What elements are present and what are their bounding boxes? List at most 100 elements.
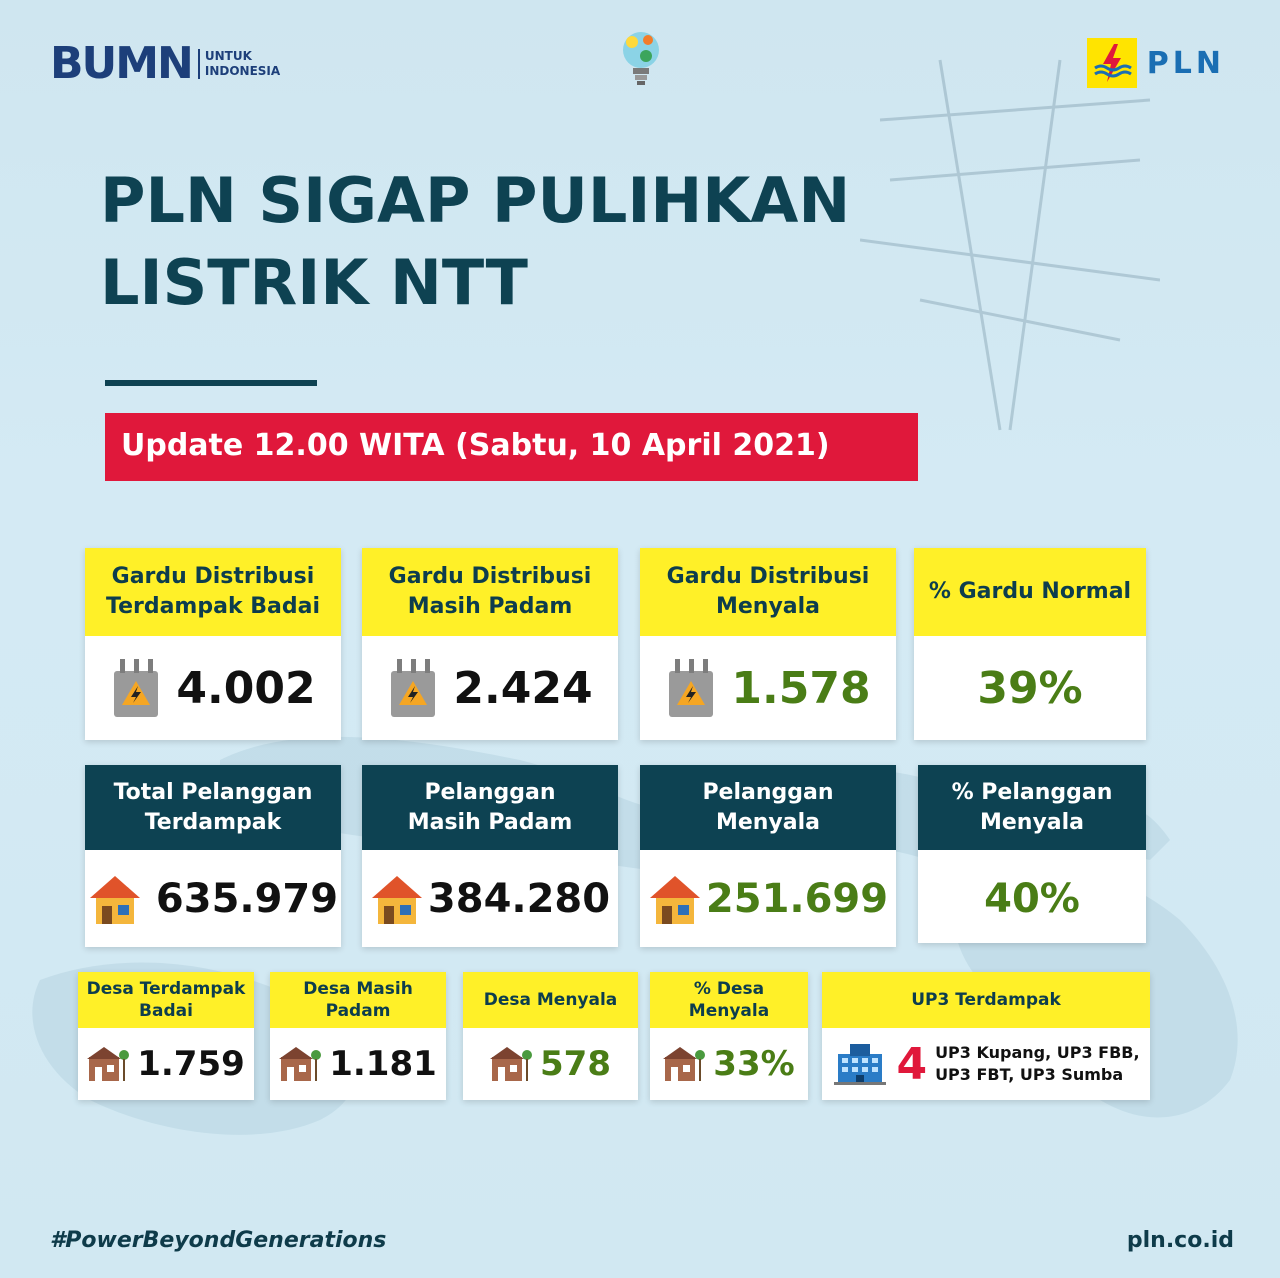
card-body: 4 UP3 Kupang, UP3 FBB, UP3 FBT, UP3 Sumb… <box>822 1028 1150 1100</box>
update-banner: Update 12.00 WITA (Sabtu, 10 April 2021) <box>105 413 918 481</box>
card-body: 4.002 <box>85 636 341 740</box>
card-label-line2: Masih Padam <box>407 809 573 835</box>
card-pelanggan-terdampak: Total Pelanggan Terdampak 635.979 <box>85 765 341 947</box>
card-value: 1.759 <box>137 1044 245 1084</box>
card-label-line1: Gardu Distribusi <box>666 564 870 589</box>
transformer-icon <box>114 659 159 717</box>
page-title: PLN SIGAP PULIHKAN LISTRIK NTT <box>100 160 850 324</box>
village-icon <box>490 1047 532 1081</box>
card-label-line1: UP3 Terdampak <box>911 990 1061 1010</box>
card-body: 2.424 <box>362 636 618 740</box>
title-line-2: LISTRIK NTT <box>100 246 528 319</box>
card-gardu-terdampak: Gardu Distribusi Terdampak Badai 4.002 <box>85 548 341 740</box>
lightbulb-icon <box>623 32 659 85</box>
up3-list: UP3 Kupang, UP3 FBB, UP3 FBT, UP3 Sumba <box>935 1042 1140 1086</box>
card-gardu-normal-percent: % Gardu Normal 39% <box>914 548 1146 740</box>
card-header: Desa Terdampak Badai <box>78 972 254 1028</box>
card-value: 4.002 <box>176 662 316 714</box>
card-label-line2: Masih Padam <box>407 594 573 619</box>
card-pelanggan-padam: Pelanggan Masih Padam 384.280 <box>362 765 618 947</box>
card-value: 33% <box>713 1044 795 1084</box>
card-header: % Gardu Normal <box>914 548 1146 636</box>
card-label-line1: Total Pelanggan <box>113 779 313 805</box>
card-label-line1: Desa Terdampak <box>86 979 246 999</box>
card-value: 635.979 <box>155 875 339 922</box>
title-underline <box>105 380 317 386</box>
card-label-line2: Menyala <box>688 1001 770 1021</box>
bumn-sub-line1: UNTUK <box>204 48 252 63</box>
card-value: 578 <box>540 1044 611 1084</box>
pln-logo: PLN <box>1086 38 1225 88</box>
card-pelanggan-menyala: Pelanggan Menyala 251.699 <box>640 765 896 947</box>
bumn-logo: BUMN UNTUK INDONESIA <box>50 38 280 89</box>
transformer-icon <box>391 659 436 717</box>
card-body: 635.979 <box>85 850 341 947</box>
card-header: UP3 Terdampak <box>822 972 1150 1028</box>
card-value: 1.181 <box>329 1044 437 1084</box>
card-body: 1.759 <box>78 1028 254 1100</box>
card-label-line1: Desa Menyala <box>483 990 618 1010</box>
card-desa-padam: Desa Masih Padam 1.181 <box>270 972 446 1100</box>
card-label-line2: Badai <box>139 1001 193 1021</box>
card-body: 578 <box>463 1028 638 1100</box>
card-desa-terdampak: Desa Terdampak Badai 1.759 <box>78 972 254 1100</box>
card-value: 2.424 <box>453 662 593 714</box>
up3-count: 4 <box>896 1038 928 1090</box>
up3-list-line2: UP3 FBT, UP3 Sumba <box>935 1065 1124 1084</box>
bumn-logo-mark: BUMN <box>50 38 194 89</box>
house-icon <box>371 875 422 924</box>
card-label-line1: Desa Masih <box>303 979 413 999</box>
card-body: 1.578 <box>640 636 896 740</box>
card-label-line1: % Pelanggan <box>951 779 1113 805</box>
card-gardu-menyala: Gardu Distribusi Menyala 1.578 <box>640 548 896 740</box>
village-icon <box>87 1047 130 1081</box>
card-header: Pelanggan Menyala <box>640 765 896 850</box>
card-body: 39% <box>914 636 1146 740</box>
house-icon <box>649 875 700 924</box>
title-line-1: PLN SIGAP PULIHKAN <box>100 164 851 237</box>
card-desa-menyala: Desa Menyala 578 <box>463 972 638 1100</box>
card-label-line2: Menyala <box>715 594 821 619</box>
card-label-line2: Menyala <box>715 809 821 835</box>
card-label-line1: Gardu Distribusi <box>388 564 592 589</box>
card-body: 40% <box>918 850 1146 943</box>
card-label-line1: % Desa <box>693 979 765 999</box>
card-value: 39% <box>977 662 1083 714</box>
bumn-sub-line2: INDONESIA <box>204 63 281 78</box>
village-icon <box>279 1047 322 1081</box>
card-label-line1: Gardu Distribusi <box>111 564 315 589</box>
transformer-icon <box>669 659 714 717</box>
card-header: Pelanggan Masih Padam <box>362 765 618 850</box>
card-label-line1: % Gardu Normal <box>928 579 1132 604</box>
card-label-line2: Terdampak Badai <box>105 594 320 619</box>
card-label-line2: Menyala <box>979 809 1085 835</box>
card-up3-terdampak: UP3 Terdampak 4 UP3 Kupang, UP3 FBB, UP3… <box>822 972 1150 1100</box>
card-header: % Desa Menyala <box>650 972 808 1028</box>
card-value: 1.578 <box>731 662 871 714</box>
office-building-icon <box>834 1044 887 1085</box>
house-icon <box>89 875 140 924</box>
pln-logo-text: PLN <box>1146 45 1225 81</box>
pln-logo-mark <box>1086 38 1137 88</box>
card-header: Gardu Distribusi Menyala <box>640 548 896 636</box>
website-url: pln.co.id <box>1126 1228 1234 1253</box>
card-label-line1: Pelanggan <box>424 779 556 805</box>
power-tower-background <box>860 59 1160 431</box>
card-label-line2: Terdampak <box>144 809 282 835</box>
card-label-line1: Pelanggan <box>702 779 834 805</box>
card-label-line2: Padam <box>325 1001 391 1021</box>
card-body: 1.181 <box>270 1028 446 1100</box>
card-value: 384.280 <box>427 875 611 922</box>
card-body: 251.699 <box>640 850 896 947</box>
card-header: Gardu Distribusi Masih Padam <box>362 548 618 636</box>
bumn-logo-subtitle: UNTUK INDONESIA <box>197 48 281 79</box>
card-header: Desa Masih Padam <box>270 972 446 1028</box>
card-value: 40% <box>984 875 1080 922</box>
hashtag: #PowerBeyondGenerations <box>50 1228 387 1253</box>
up3-list-line1: UP3 Kupang, UP3 FBB, <box>935 1043 1140 1062</box>
card-body: 384.280 <box>362 850 618 947</box>
card-header: % Pelanggan Menyala <box>918 765 1146 850</box>
card-desa-menyala-percent: % Desa Menyala 33% <box>650 972 808 1100</box>
card-pelanggan-menyala-percent: % Pelanggan Menyala 40% <box>918 765 1146 943</box>
village-icon <box>663 1047 706 1081</box>
